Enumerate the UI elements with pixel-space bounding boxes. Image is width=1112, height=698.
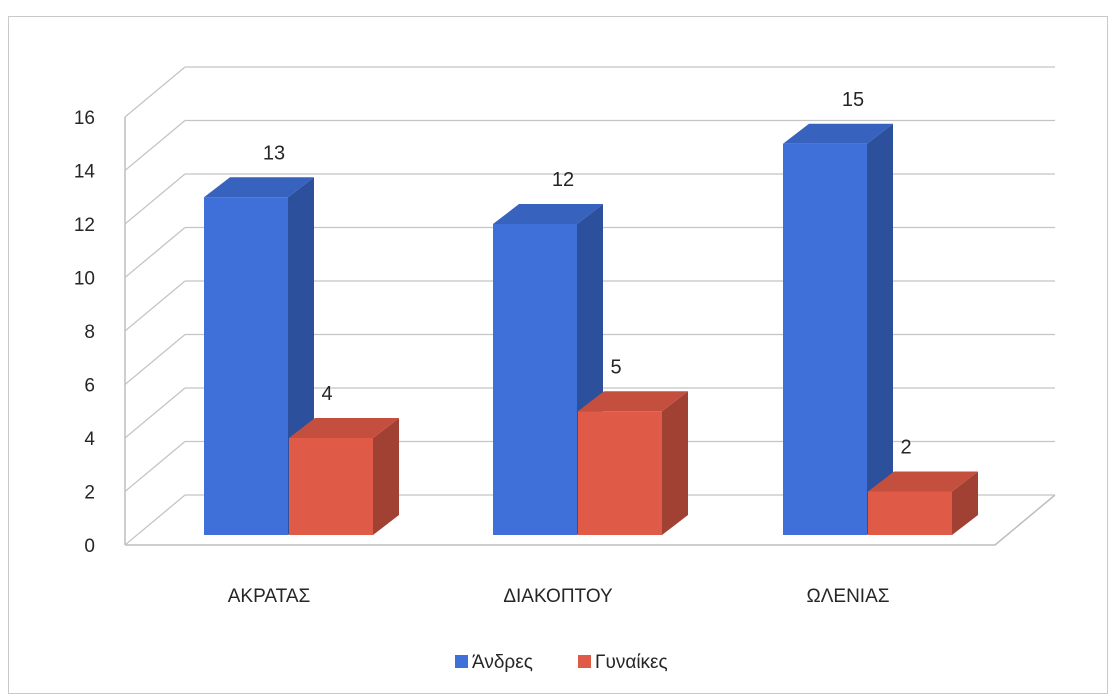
gridline-side [124,280,186,332]
bar-side [952,471,978,535]
bar-side [373,418,399,535]
bar-side [867,123,893,535]
y-tick-label: 12 [74,215,95,236]
gridline-side [124,441,186,492]
y-axis-ticks: 0 2 4 6 8 10 12 14 16 [74,108,96,557]
bar-front [204,197,288,535]
floor-edge [125,494,1056,546]
data-label: 5 [610,356,621,378]
bar-top [578,391,688,412]
legend-label: Γυναίκες [595,652,668,673]
y-tick-label: 10 [74,269,95,290]
bar-top [289,418,399,438]
legend-swatch [578,655,591,668]
y-tick-label: 4 [84,429,95,450]
bar-top [783,123,893,144]
gridline-side [124,387,186,439]
bar-front [868,491,952,535]
category-label: ΔΙΑΚΟΠΤΟΥ [503,586,613,607]
legend-swatch [455,655,468,668]
bar-top [204,177,314,198]
data-label: 12 [552,169,574,191]
gridline-side [124,120,186,171]
gridline-side [124,494,186,546]
gridline-side [124,334,186,385]
y-tick-label: 2 [84,483,95,504]
y-tick-label: 14 [74,162,96,183]
bar-front [493,224,577,535]
gridlines [124,66,1055,546]
category-labels: ΑΚΡΑΤΑΣ ΔΙΑΚΟΠΤΟΥ ΩΛΕΝΙΑΣ [228,586,890,607]
bar-side [662,391,688,535]
category-label: ΑΚΡΑΤΑΣ [228,586,311,607]
data-labels: 13 4 12 5 15 2 [263,89,912,459]
legend: Άνδρες Γυναίκες [455,652,668,673]
data-label: 2 [900,437,911,459]
y-tick-label: 8 [84,322,95,343]
bar-front [783,143,867,535]
bar-top [868,471,978,492]
y-tick-label: 6 [84,376,95,397]
legend-label: Άνδρες [472,652,533,673]
bars [204,123,978,535]
gridline-side [124,173,186,225]
category-label: ΩΛΕΝΙΑΣ [807,586,890,607]
y-tick-label: 0 [84,536,95,557]
data-label: 15 [842,89,864,111]
y-tick-label: 16 [74,108,95,129]
data-label: 13 [263,142,285,164]
bar-top [493,204,603,224]
data-label: 4 [321,383,332,405]
bar-front [578,411,662,535]
gridline-side [124,227,186,278]
bar-front [289,438,373,535]
gridline-side [124,66,186,118]
